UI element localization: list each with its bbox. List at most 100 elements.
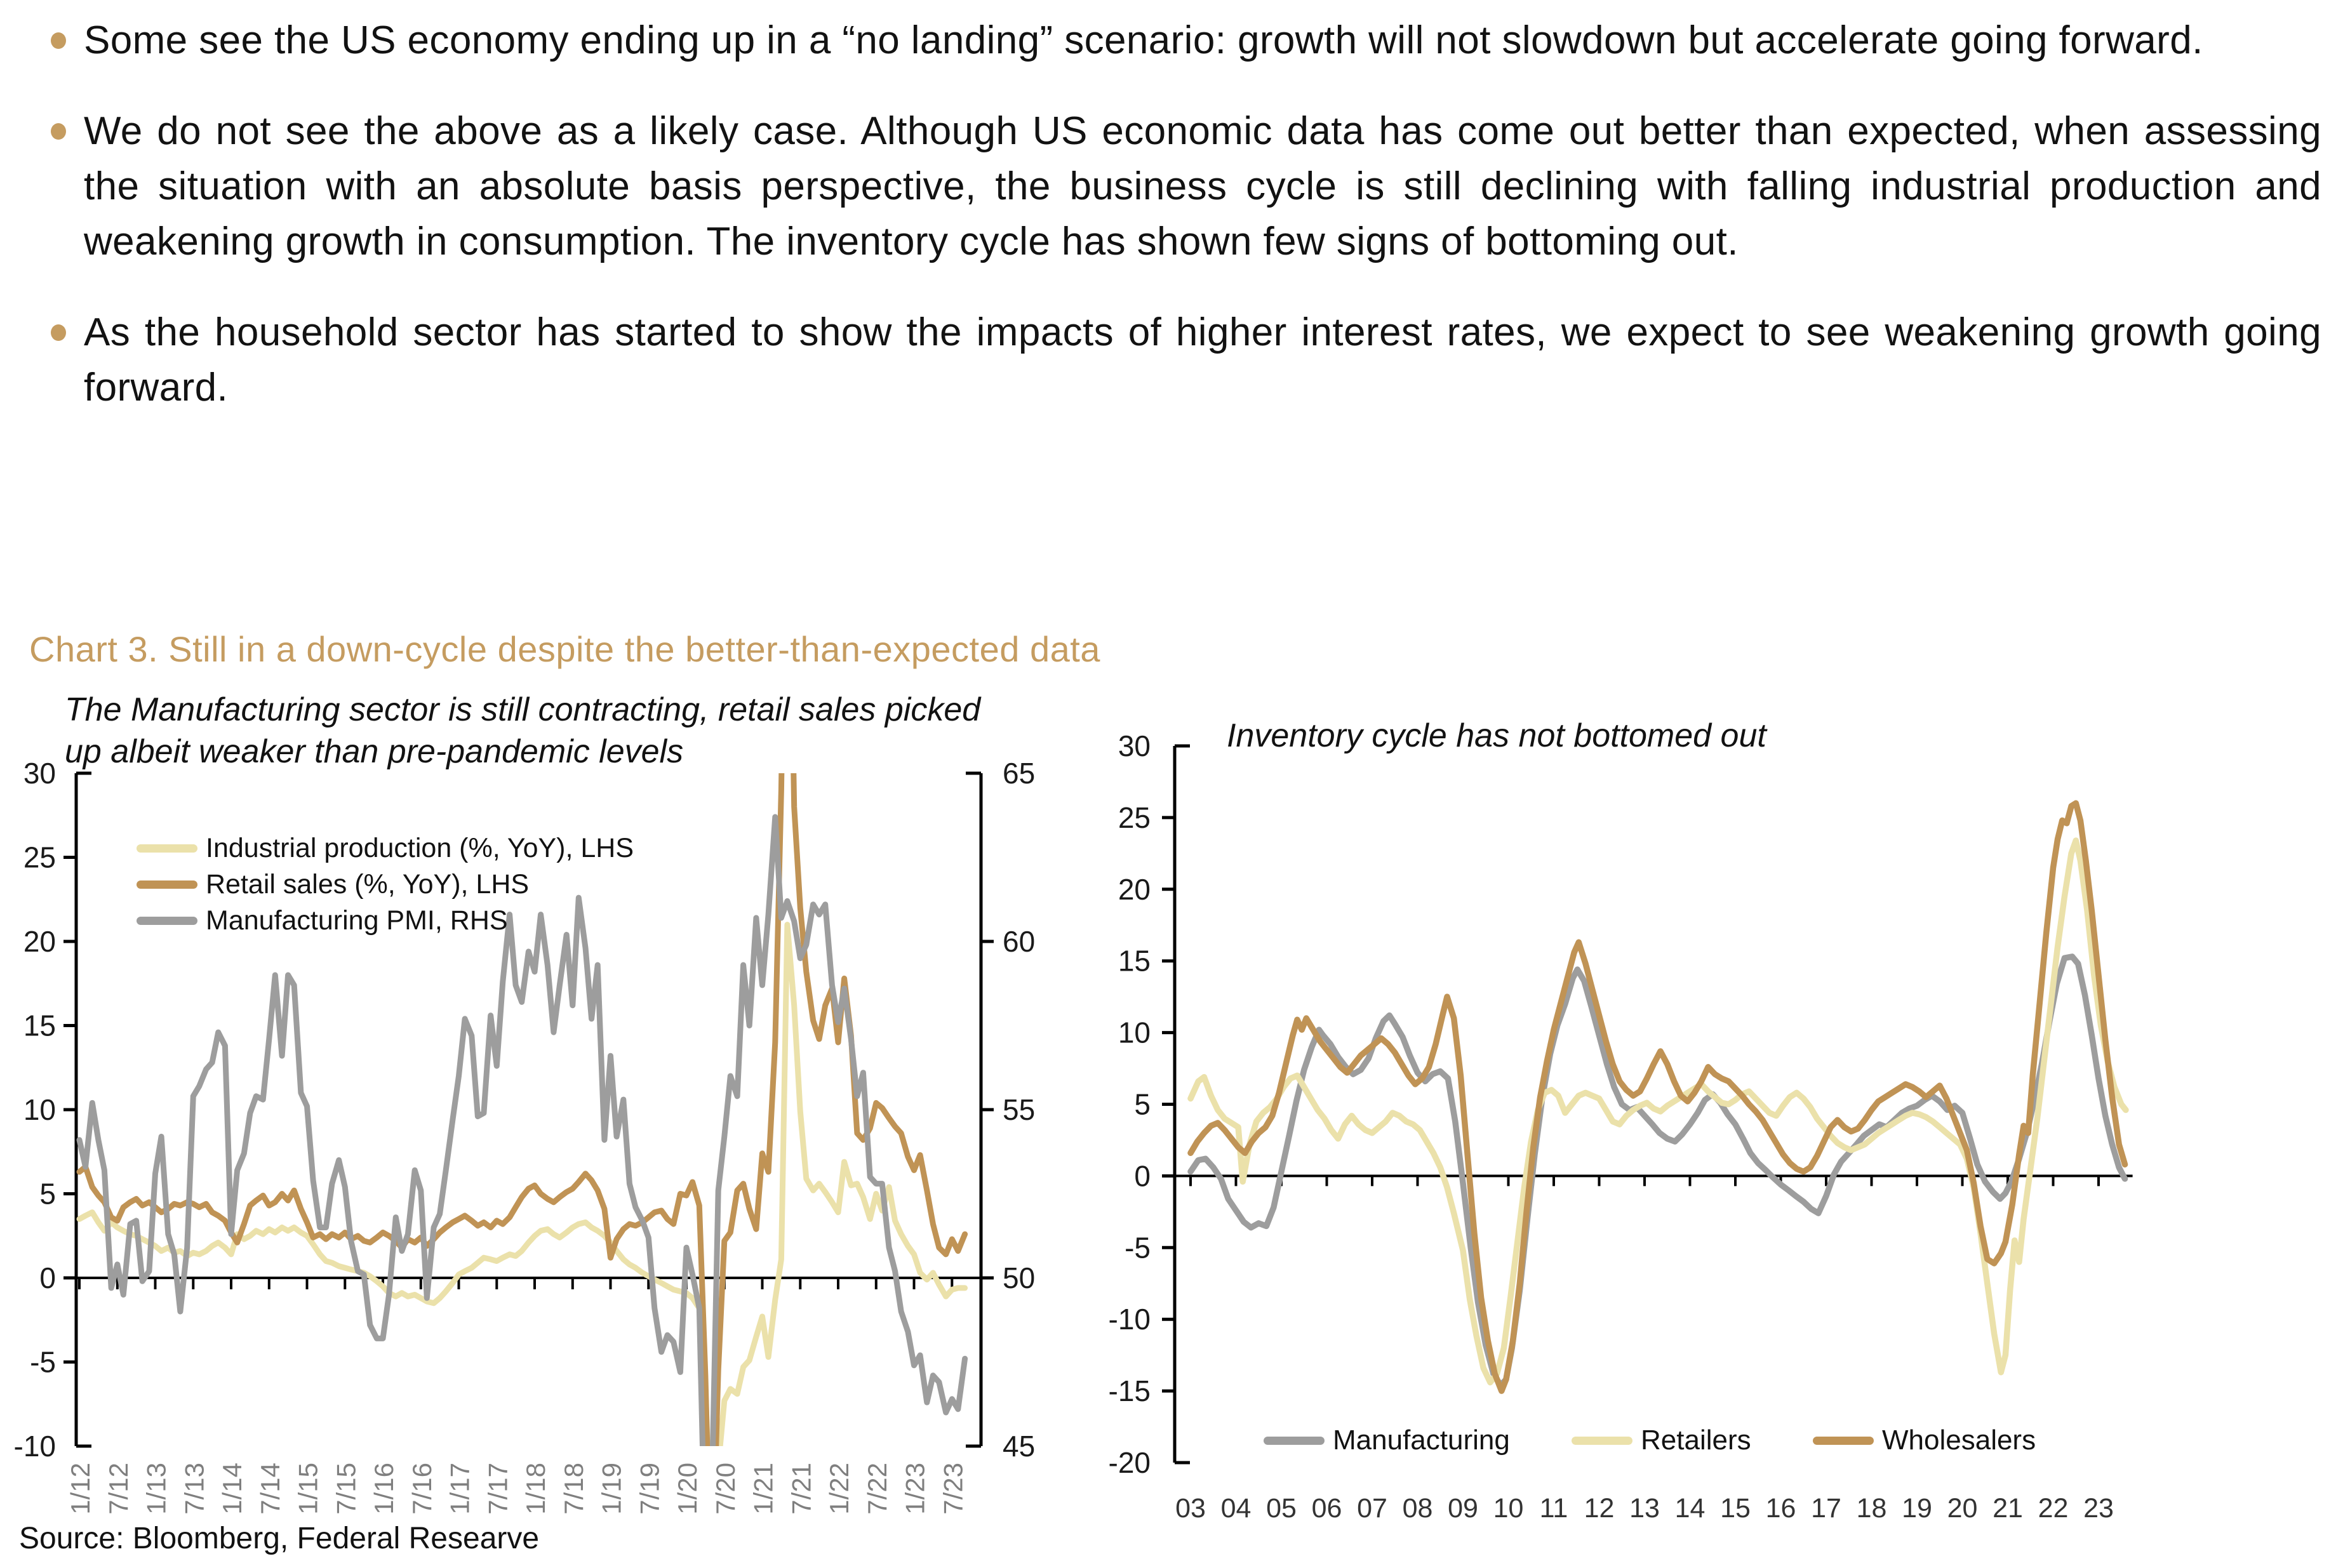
legend-swatch-wholesalers [1813,1436,1874,1445]
legend-item: Wholesalers [1813,1424,2036,1457]
y-tick-label: 25 [23,841,56,874]
legend-swatch-retailers [1572,1436,1632,1445]
series-line-gray [1187,953,2128,1388]
y-tick-label: -5 [1125,1231,1151,1264]
series-line-tan [76,773,968,1446]
legend-swatch-industrial-production [137,844,197,853]
x-tick-label: 17 [1811,1493,1841,1524]
legend-swatch-manufacturing-pmi [137,917,197,925]
legend-label: Manufacturing [1333,1425,1510,1456]
x-tick-label: 7/18 [559,1463,589,1515]
x-tick-label: 7/15 [331,1463,361,1515]
legend-label: Manufacturing PMI, RHS [206,905,508,936]
x-tick-label: 1/17 [445,1463,475,1515]
bullet-dot-icon [51,324,66,341]
x-tick-label: 7/19 [634,1463,664,1515]
y-tick-label: 30 [23,757,56,790]
x-tick-label: 15 [1720,1493,1751,1524]
y-tick-label: 15 [1118,945,1151,978]
legend-item: Manufacturing PMI, RHS [137,903,634,939]
legend-label: Industrial production (%, YoY), LHS [206,833,634,863]
y-tick-label: 5 [39,1178,56,1211]
y-tick-label: 15 [23,1009,56,1042]
right-chart-title: Inventory cycle has not bottomed out [1227,717,1766,754]
series-line-tan [1187,800,2128,1394]
legend-swatch-manufacturing [1264,1436,1325,1445]
x-tick-label: 1/16 [369,1463,399,1515]
x-tick-label: 16 [1766,1493,1796,1524]
legend-label: Retailers [1641,1425,1751,1456]
legend-item: Industrial production (%, YoY), LHS [137,830,634,867]
y-tick-label: 30 [1118,729,1151,762]
axes [1162,744,1190,1465]
x-tick-label: 1/12 [65,1463,95,1515]
x-tick-label: 03 [1175,1493,1206,1524]
x-tick-label: 12 [1584,1493,1615,1524]
y-tick-label: 10 [23,1093,56,1126]
x-tick-label: 18 [1857,1493,1887,1524]
legend-label: Wholesalers [1882,1425,2036,1456]
x-tick-label: 7/13 [179,1463,209,1515]
x-tick-label: 21 [1993,1493,2023,1524]
y-tick-label: 0 [1134,1159,1151,1192]
axes [63,771,994,1448]
y-tick-label: 65 [1003,757,1035,790]
x-tick-label: 05 [1266,1493,1297,1524]
x-tick-label: 7/16 [407,1463,437,1515]
legend-item: Manufacturing [1264,1424,1510,1457]
chart-heading: Chart 3. Still in a down-cycle despite t… [29,629,1100,669]
left-chart-subtitle-line-1: The Manufacturing sector is still contra… [65,691,981,728]
y-tick-label: 55 [1003,1093,1035,1126]
bullet-list: Some see the US economy ending up in a “… [50,13,2321,451]
x-tick-label: 1/13 [142,1463,171,1515]
x-tick-label: 20 [1947,1493,1978,1524]
x-tick-label: 7/23 [938,1463,968,1515]
y-tick-label: 10 [1118,1016,1151,1049]
series-line-gray [76,814,968,1446]
x-tick-label: 09 [1448,1493,1478,1524]
x-tick-label: 13 [1629,1493,1660,1524]
series-line-cream [76,922,968,1446]
x-tick-label: 7/12 [103,1463,133,1515]
legend-label: Retail sales (%, YoY), LHS [206,869,530,900]
x-tick-label: 1/14 [217,1463,247,1515]
legend-swatch-retail-sales [137,880,197,889]
inventory-cycle-chart: 03 04 05 06 07 08 09 10 11 12 13 14 15 16 17 18 19 20 21 22… [1109,729,2133,1524]
x-tick-label: 1/21 [749,1463,778,1515]
y-tick-label: 5 [1134,1088,1151,1121]
x-tick-label: 1/20 [672,1463,702,1515]
y-tick-label: 45 [1003,1430,1035,1463]
x-tick-label: 7/14 [255,1463,285,1515]
x-tick-label: 22 [2038,1493,2069,1524]
bullet-text: Some see the US economy ending up in a “… [84,18,2203,62]
y-tick-label: 60 [1003,925,1035,958]
series-line-cream [1187,837,2129,1386]
right-chart-legend: Manufacturing Retailers Wholesalers [0,1424,2350,1462]
y-tick-label: -15 [1109,1374,1151,1407]
manufacturing-retail-ip-chart: 1/12 7/12 1/13 7/13 1/14 7/14 1/15 7/15 1/16 7/16… [14,757,1036,1515]
y-tick-label: 20 [1118,873,1151,906]
x-tick-label: 1/23 [900,1463,930,1515]
x-tick-label: 7/21 [786,1463,816,1515]
bullet-item: Some see the US economy ending up in a “… [50,13,2321,68]
x-tick-label: 7/20 [711,1463,740,1515]
legend-item: Retail sales (%, YoY), LHS [137,867,634,903]
bullet-item: We do not see the above as a likely case… [50,103,2321,269]
y-tick-label: 50 [1003,1261,1035,1294]
y-tick-label: 25 [1118,801,1151,834]
x-tick-label: 1/18 [521,1463,551,1515]
x-tick-label: 7/17 [483,1463,512,1515]
x-tick-label: 11 [1540,1493,1568,1524]
x-tick-label: 1/19 [597,1463,627,1515]
y-tick-label: 20 [23,925,56,958]
x-tick-label: 19 [1902,1493,1932,1524]
y-tick-label: -20 [1109,1446,1151,1479]
x-tick-label: 10 [1493,1493,1524,1524]
bullet-item: As the household sector has started to s… [50,305,2321,415]
x-tick-label: 1/22 [824,1463,854,1515]
y-tick-label: 0 [39,1261,56,1294]
bullet-dot-icon [51,123,66,140]
source-note: Source: Bloomberg, Federal Researve [19,1522,540,1555]
x-tick-label: 14 [1675,1493,1706,1524]
x-tick-label: 07 [1357,1493,1387,1524]
